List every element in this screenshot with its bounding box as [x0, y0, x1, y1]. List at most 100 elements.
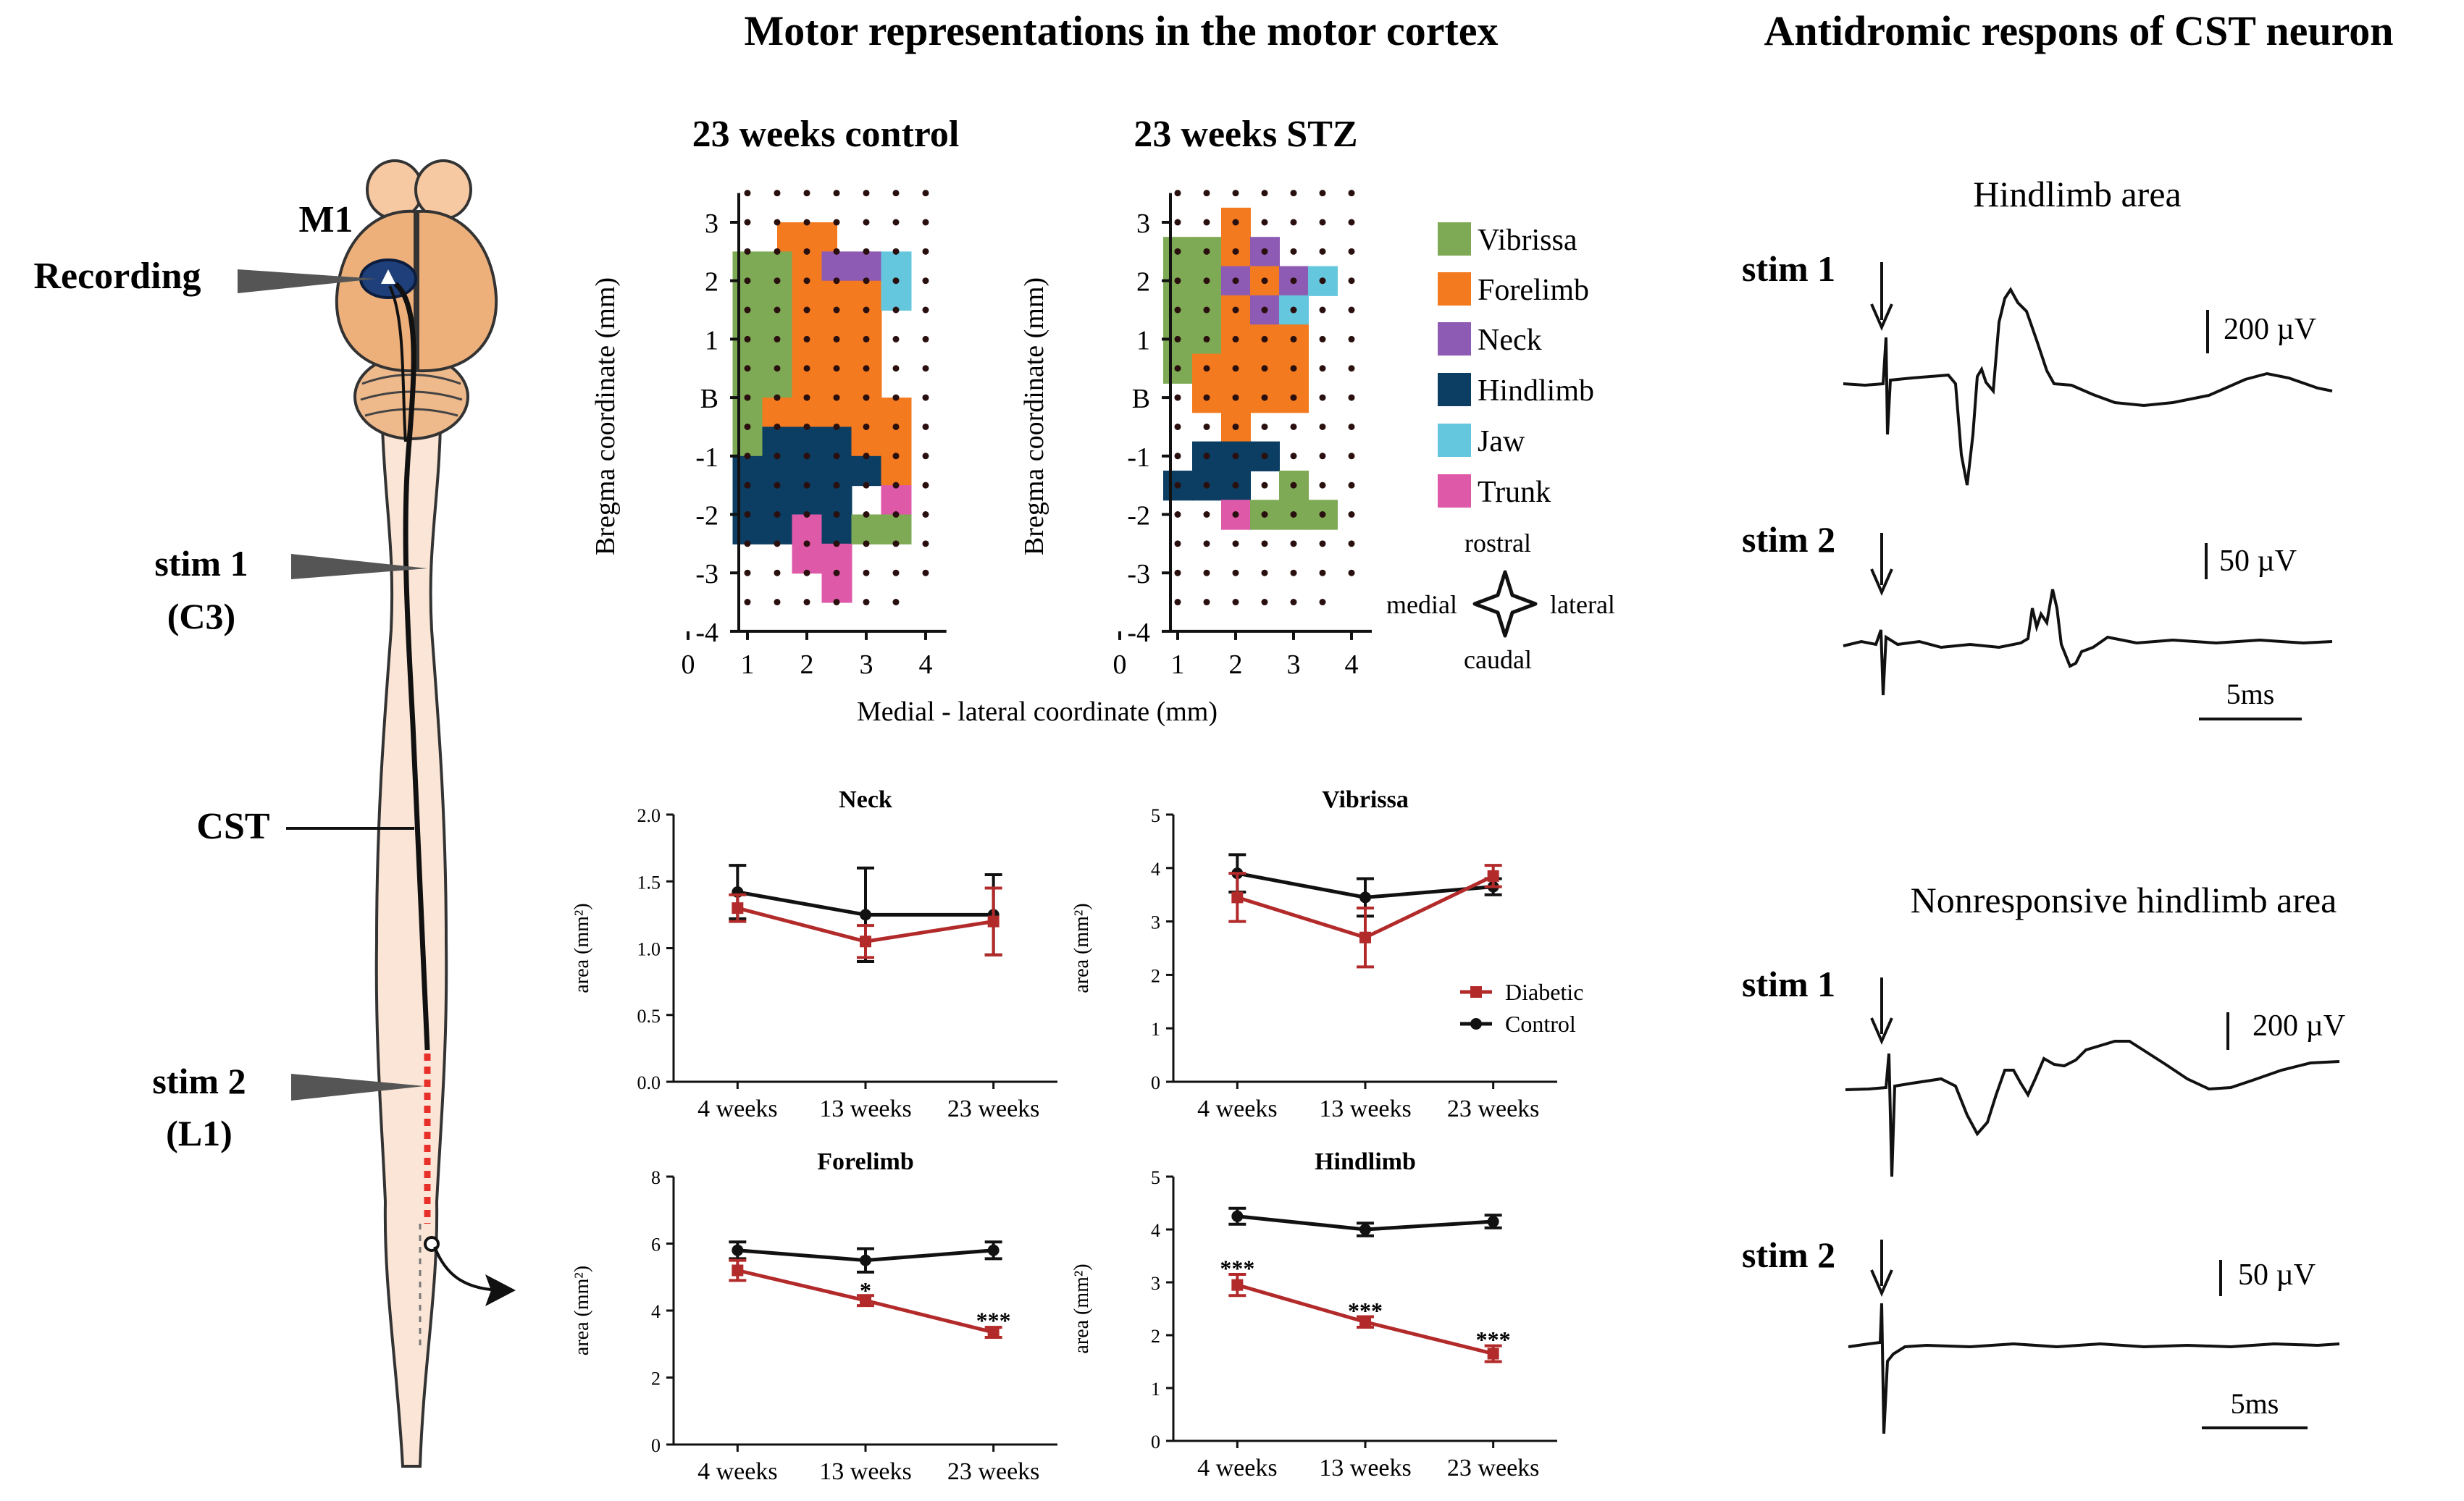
map-grid-dot	[863, 569, 870, 576]
map-grid-dot	[1290, 599, 1297, 606]
map-grid-dot	[1232, 423, 1239, 430]
recording-pointer	[238, 269, 377, 293]
map-grid-dot	[1319, 306, 1326, 314]
map-grid-dot	[1348, 540, 1355, 547]
map-y-axis-label-control: Bregma coordinate (mm)	[590, 277, 621, 555]
map-grid-dot	[1290, 219, 1297, 226]
legend-label-jaw: Jaw	[1478, 425, 1525, 458]
map-cell-vibrissa	[732, 398, 763, 428]
map-x-tick-label: 0	[682, 649, 695, 680]
map-grid-dot	[1290, 277, 1297, 285]
chart-y-tick-label: 1.0	[637, 939, 661, 960]
map-grid-dot	[1232, 335, 1239, 342]
map-grid-dot	[833, 511, 840, 518]
map-grid-dot	[744, 453, 751, 460]
map-grid-dot	[744, 540, 751, 547]
map-grid-dot	[774, 511, 781, 518]
chart-x-tick-label: 23 weeks	[947, 1096, 1039, 1122]
hindlimb-area-title: Hindlimb area	[1973, 174, 2181, 214]
map-cell-forelimb	[821, 398, 852, 428]
significance-marker: ***	[1220, 1255, 1254, 1281]
stim2-pointer	[291, 1074, 424, 1101]
chart-y-label: area (mm²)	[1070, 1264, 1093, 1353]
map-grid-dot	[1203, 569, 1210, 576]
chart-y-tick-label: 5	[1151, 805, 1160, 826]
map-grid-dot	[1203, 248, 1210, 255]
map-grid-dot	[1319, 511, 1326, 518]
map-grid-dot	[803, 248, 810, 255]
map-grid-dot	[1319, 569, 1326, 576]
map-grid-dot	[1348, 277, 1355, 285]
map-x-tick-label: 3	[1287, 649, 1301, 680]
map-grid-dot	[803, 453, 810, 460]
map-cell-trunk	[881, 485, 912, 516]
map-grid-dot	[1348, 365, 1355, 372]
trace2-scale-label: 50 µV	[2219, 545, 2297, 578]
map-grid-dot	[1174, 540, 1181, 547]
trace3-waveform	[1845, 1040, 2340, 1177]
map-grid-dot	[863, 599, 870, 606]
map-grid-dot	[892, 423, 900, 430]
map-grid-dot	[1203, 219, 1210, 226]
map-grid-dot	[892, 365, 900, 372]
map-grid-dot	[1261, 394, 1268, 401]
trace1-stim1-label: stim 1	[1742, 248, 1835, 289]
map-cell-forelimb	[821, 280, 852, 311]
chart-y-tick-label: 4	[651, 1301, 661, 1322]
map-cell-forelimb	[851, 339, 882, 369]
map-grid-dot	[833, 453, 840, 460]
map-grid-dot	[1319, 365, 1326, 372]
map-grid-dot	[1174, 423, 1181, 430]
legend-label-vibrissa: Vibrissa	[1478, 224, 1577, 257]
map-grid-dot	[892, 277, 900, 285]
map-grid-dot	[922, 540, 929, 547]
map-grid-dot	[803, 540, 810, 547]
map-grid-dot	[1261, 540, 1268, 547]
trace2-waveform	[1843, 589, 2333, 696]
map-grid-dot	[863, 190, 870, 197]
map-cell-trunk	[821, 573, 852, 603]
map-grid-dot	[744, 277, 751, 285]
data-point-control	[1487, 1216, 1499, 1228]
chart-y-tick-label: 2.0	[637, 805, 661, 826]
map-cell-forelimb	[777, 222, 808, 253]
orientation-caudal: caudal	[1464, 645, 1532, 674]
data-point-diabetic	[1359, 1316, 1371, 1328]
legend-label-hindlimb: Hindlimb	[1478, 374, 1594, 408]
map-grid-dot	[1203, 306, 1210, 314]
orientation-compass: rostral caudal medial lateral	[1386, 529, 1615, 674]
map-grid-dot	[774, 453, 781, 460]
map-grid-dot	[833, 190, 840, 197]
map-grid-dot	[774, 482, 781, 489]
map-y-tick-label: 2	[705, 267, 718, 298]
map-grid-dot	[922, 453, 929, 460]
map-cell-forelimb	[881, 455, 912, 487]
nonresponsive-title: Nonresponsive hindlimb area	[1911, 880, 2337, 920]
trace4-stim-arrow-icon	[1870, 1269, 1893, 1297]
recording-electrode-tip-icon	[381, 269, 395, 284]
map-grid-dot	[892, 511, 900, 518]
data-point-diabetic	[1231, 891, 1244, 904]
map-grid-dot	[1348, 394, 1355, 401]
map-cell-vibrissa	[881, 514, 912, 545]
map-cell-vibrissa	[732, 280, 763, 311]
map-grid-dot	[1261, 482, 1268, 489]
map-grid-dot	[922, 219, 929, 226]
map-grid-dot	[892, 482, 900, 489]
chart-x-tick-label: 13 weeks	[819, 1096, 911, 1122]
legend-control-marker	[1470, 1018, 1482, 1030]
map-grid-dot	[1348, 248, 1355, 255]
chart-y-tick-label: 3	[1151, 912, 1160, 933]
map-cell-forelimb	[851, 368, 882, 399]
map-grid-dot	[922, 394, 929, 401]
map-grid-dot	[892, 540, 900, 547]
map-grid-dot	[803, 423, 810, 430]
map-grid-dot	[892, 599, 900, 606]
map-grid-dot	[863, 365, 870, 372]
map-grid-dot	[863, 394, 870, 401]
map-cell-vibrissa	[762, 339, 793, 369]
map-grid-dot	[1319, 453, 1326, 460]
orientation-lateral: lateral	[1550, 590, 1615, 619]
chart-y-tick-label: 6	[651, 1235, 661, 1256]
hemisphere-right	[416, 209, 498, 373]
